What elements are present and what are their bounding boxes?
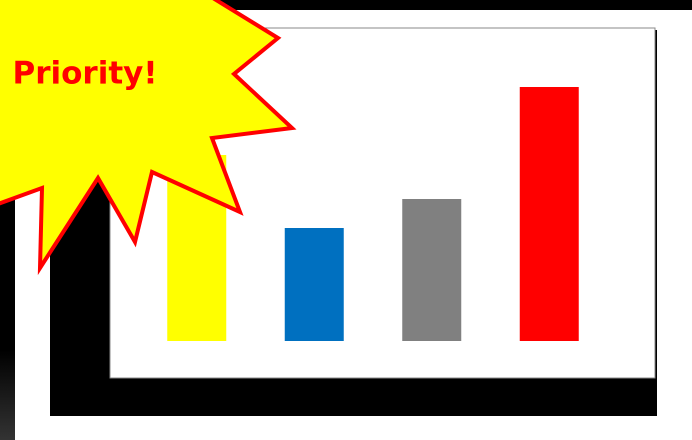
top-strip xyxy=(200,0,692,10)
left-strip xyxy=(0,140,15,440)
bar xyxy=(519,87,579,341)
bar xyxy=(402,199,462,341)
bar xyxy=(284,228,344,341)
annotation: Priority! xyxy=(12,56,157,92)
starburst xyxy=(0,0,297,276)
